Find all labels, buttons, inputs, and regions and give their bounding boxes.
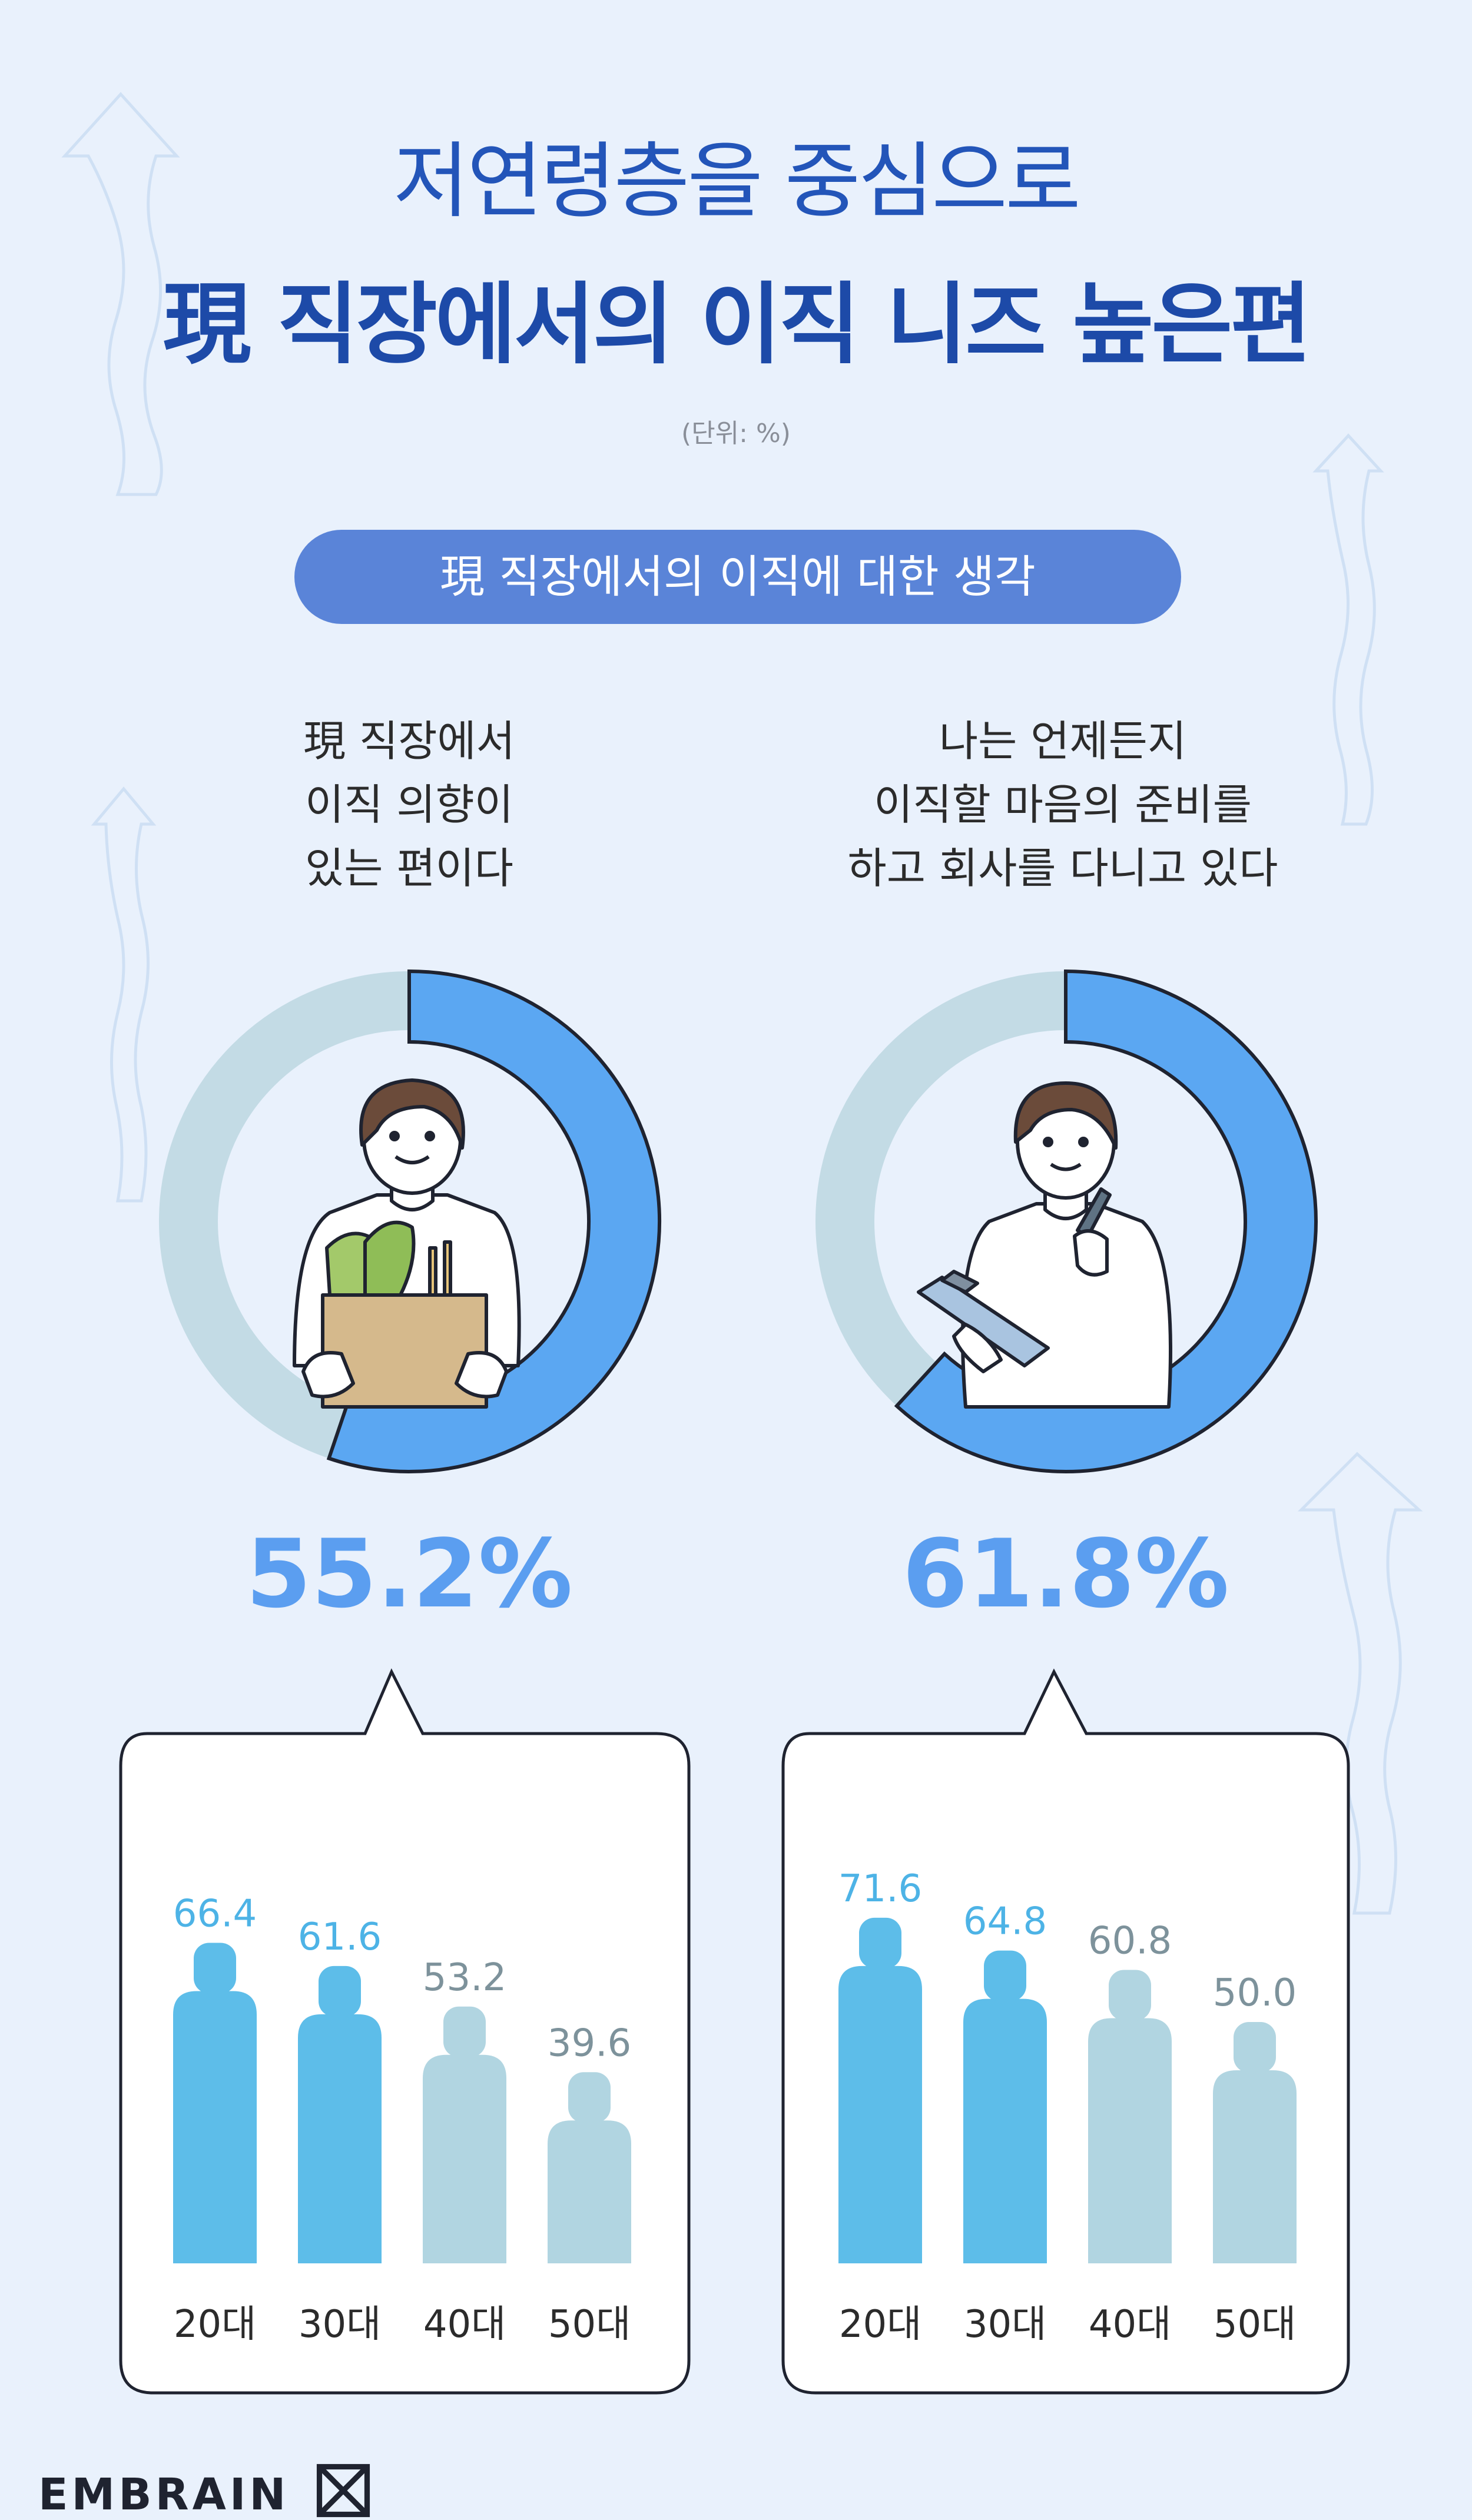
title-line-2: 現 직장에서의 이직 니즈 높은편 (163, 274, 1312, 376)
question-left-line-2: 이직 의향이 (304, 780, 514, 829)
right-category-label-3: 50대 (1214, 2303, 1296, 2346)
left-bar-head-3 (568, 2072, 611, 2123)
left-bar-head-1 (319, 1965, 361, 2017)
question-right-line-3: 하고 회사를 다니고 있다 (847, 844, 1278, 893)
question-right-line-1: 나는 언제든지 (939, 716, 1187, 766)
left-category-label-3: 50대 (548, 2303, 631, 2346)
bar-chart-right: 71.6 20대 64.8 30대 60.8 40대 50.0 50대 (838, 1867, 1297, 2346)
left-category-label-0: 20대 (174, 2303, 256, 2346)
left-value-label-2: 53.2 (423, 1956, 507, 2000)
decorative-arrow-icon (61, 92, 180, 496)
right-bar-1 (963, 1998, 1047, 2263)
right-bar-head-3 (1234, 2022, 1276, 2073)
question-right: 나는 언제든지 이직할 마음의 준비를 하고 회사를 다니고 있다 (768, 709, 1357, 900)
decorative-arrow-icon (91, 786, 157, 1203)
person-with-clipboard-illustration (917, 1081, 1172, 1409)
left-bar-head-2 (443, 2006, 486, 2057)
question-left-line-1: 現 직장에서 (303, 716, 515, 766)
right-value-label-3: 50.0 (1213, 1971, 1297, 2015)
right-bar-2 (1088, 2018, 1172, 2263)
donut-right-value-label: 61.8% (902, 1519, 1229, 1629)
right-bar-head-1 (984, 1950, 1026, 2001)
donut-left-value-arc (326, 969, 661, 1473)
donut-left-value-label: 55.2% (246, 1519, 573, 1629)
question-left-line-3: 있는 편이다 (304, 844, 514, 893)
question-left: 現 직장에서 이직 의향이 있는 편이다 (115, 709, 704, 900)
embrain-logo-icon (316, 2463, 370, 2518)
right-bar-0 (838, 1965, 922, 2263)
decorative-arrow-icon (1297, 1452, 1423, 1915)
right-bar-3 (1213, 2070, 1297, 2263)
title-line-1: 저연령층을 중심으로 (393, 134, 1081, 230)
right-value-label-0: 71.6 (838, 1867, 923, 1911)
unit-label: (단위: %) (681, 419, 791, 449)
left-value-label-3: 39.6 (548, 2021, 632, 2065)
decorative-arrow-icon (1312, 433, 1384, 826)
right-bar-head-0 (859, 1917, 901, 1968)
left-value-label-1: 61.6 (298, 1915, 382, 1959)
bar-chart-right-bubble (781, 1668, 1350, 2395)
left-bar-0 (173, 1991, 257, 2263)
bar-chart-left: 66.4 20대 61.6 30대 53.2 40대 39.6 50대 (173, 1893, 632, 2346)
right-category-label-1: 30대 (964, 2303, 1046, 2346)
donut-right-value-arc (894, 969, 1318, 1473)
right-category-label-2: 40대 (1089, 2303, 1171, 2346)
left-bar-2 (423, 2054, 506, 2263)
bar-chart-left-bubble (119, 1668, 691, 2395)
section-label: 現 직장에서의 이직에 대한 생각 (294, 530, 1181, 624)
right-value-label-2: 60.8 (1088, 1919, 1172, 1963)
person-with-box-illustration (293, 1078, 521, 1409)
left-bar-1 (298, 2014, 382, 2263)
left-bar-head-0 (194, 1943, 236, 1994)
right-value-label-1: 64.8 (963, 1900, 1047, 1944)
left-bar-3 (548, 2120, 631, 2263)
left-value-label-0: 66.4 (173, 1893, 257, 1936)
right-category-label-0: 20대 (839, 2303, 921, 2346)
question-right-line-2: 이직할 마음의 준비를 (874, 780, 1252, 829)
embrain-logo: EMBRAIN (38, 2463, 370, 2520)
brand-name: EMBRAIN (38, 2469, 290, 2520)
left-category-label-1: 30대 (299, 2303, 381, 2346)
right-bar-head-2 (1109, 1970, 1151, 2021)
left-category-label-2: 40대 (423, 2303, 506, 2346)
